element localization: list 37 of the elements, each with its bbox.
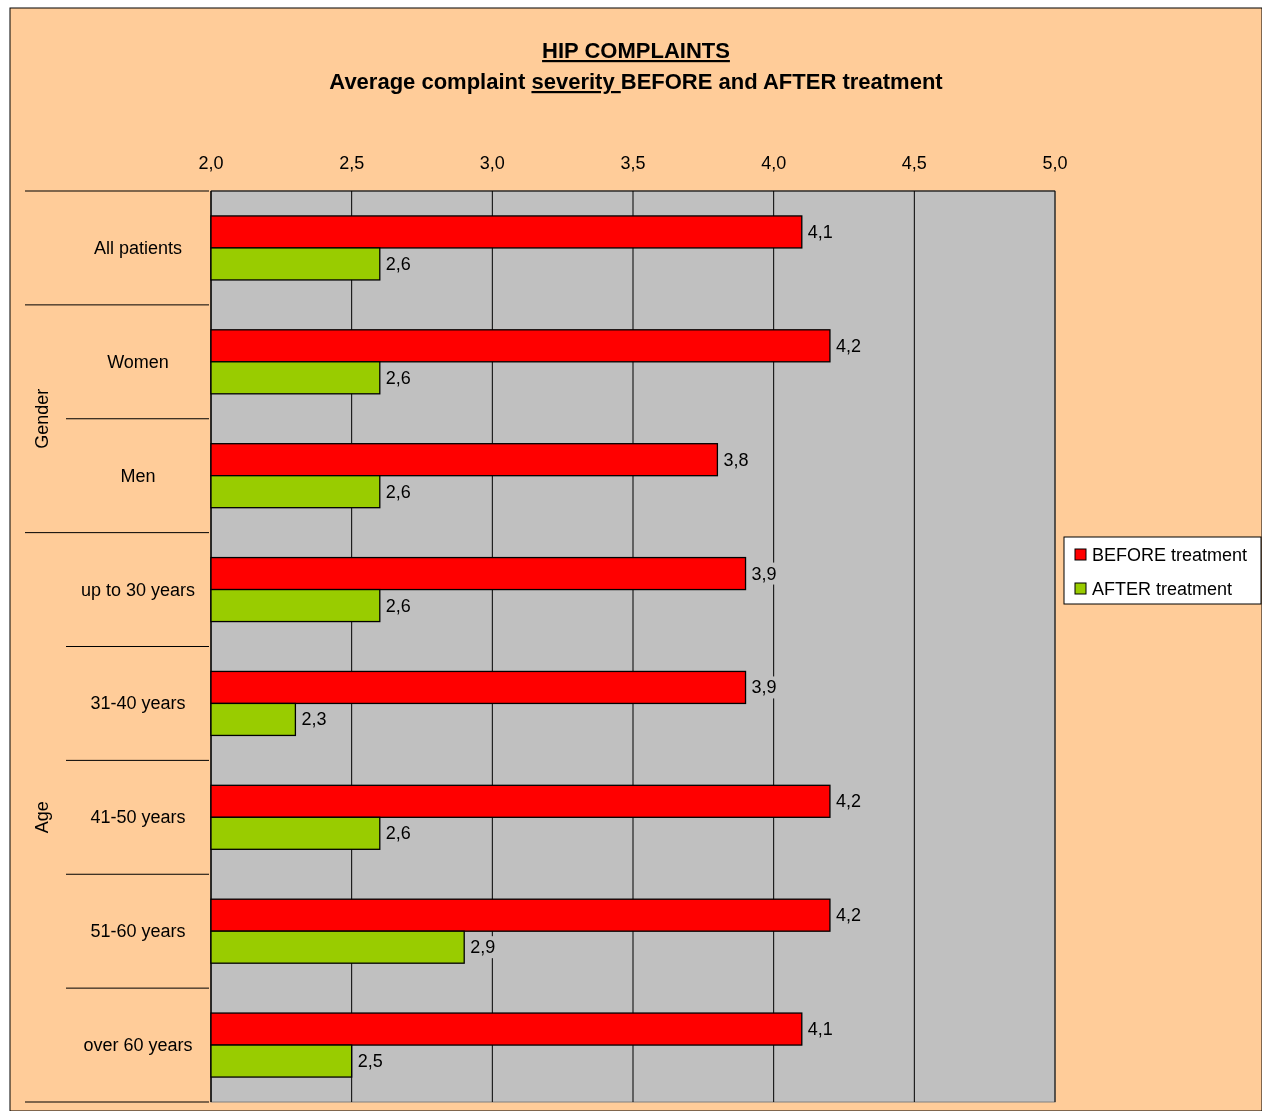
x-tick-label: 4,5: [901, 153, 927, 173]
x-tick-label: 5,0: [1042, 153, 1068, 173]
data-label: 2,6: [385, 481, 411, 502]
data-label: 4,2: [835, 905, 861, 926]
chart-title: HIP COMPLAINTS: [542, 38, 730, 63]
data-label: 3,9: [751, 677, 777, 698]
data-label: 2,6: [385, 367, 411, 388]
y-tick-label: over 60 years: [83, 1035, 193, 1056]
data-label: 2,6: [385, 253, 411, 274]
legend-label: AFTER treatment: [1092, 579, 1233, 599]
x-tick-label: 2,5: [339, 153, 365, 173]
data-label: 4,2: [835, 791, 861, 812]
y-tick-label: 31-40 years: [90, 693, 186, 714]
data-label: 4,2: [835, 335, 861, 356]
chart-subtitle: Average complaint severity BEFORE and AFTER treatment: [329, 69, 944, 94]
legend-label: BEFORE treatment: [1092, 545, 1248, 565]
text: Gender: [32, 388, 52, 449]
x-tick-label: 3,5: [620, 153, 646, 173]
y-tick-label: 51-60 years: [90, 921, 186, 942]
data-label: 2,6: [385, 595, 411, 616]
y-tick-label: Women: [107, 351, 169, 372]
y-tick-label: All patients: [93, 237, 183, 258]
text: Age: [32, 801, 52, 834]
data-label: 3,9: [751, 563, 777, 584]
data-label: 2,3: [301, 709, 327, 730]
y-tick-label: 41-50 years: [90, 807, 186, 828]
x-tick-label: 2,0: [198, 153, 224, 173]
y-tick-label: up to 30 years: [80, 579, 196, 600]
data-label: 2,5: [357, 1051, 383, 1072]
data-label: 2,9: [470, 937, 496, 958]
data-label: 2,6: [385, 823, 411, 844]
data-label: 3,8: [723, 449, 749, 470]
x-tick-label: 4,0: [761, 153, 787, 173]
data-label: 4,1: [807, 1019, 833, 1040]
y-tick-label: Men: [120, 465, 156, 486]
data-label: 4,1: [807, 221, 833, 242]
x-tick-label: 3,0: [479, 153, 505, 173]
